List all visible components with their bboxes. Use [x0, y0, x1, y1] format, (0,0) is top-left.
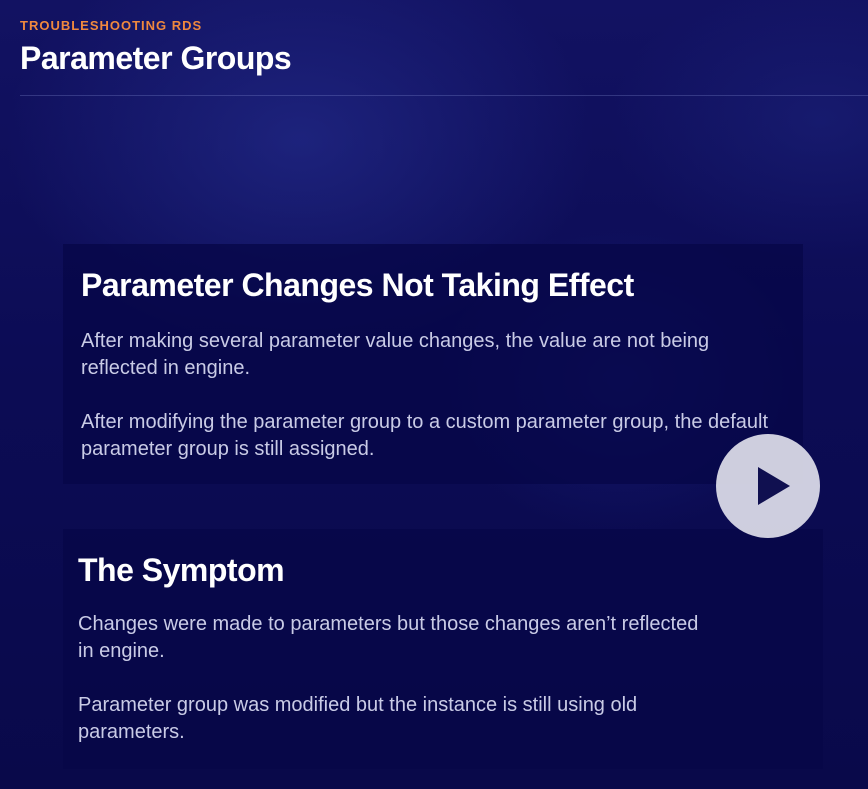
section-eyebrow: TROUBLESHOOTING RDS: [20, 18, 203, 33]
page-title: Parameter Groups: [20, 40, 292, 76]
symptom-card-paragraph: Changes were made to parameters but thos…: [78, 613, 699, 662]
issue-card-title: Parameter Changes Not Taking Effect: [81, 267, 634, 303]
symptom-card-title: The Symptom: [78, 552, 285, 588]
issue-card-paragraph: After making several parameter value cha…: [81, 330, 710, 379]
issue-card: Parameter Changes Not Taking Effect Afte…: [63, 244, 803, 484]
symptom-card: The Symptom Changes were made to paramet…: [63, 529, 823, 769]
play-icon: [758, 467, 790, 505]
symptom-card-paragraph: Parameter group was modified but the ins…: [78, 694, 638, 743]
play-button[interactable]: [716, 434, 820, 538]
issue-card-paragraph: After modifying the parameter group to a…: [81, 411, 769, 460]
slide-header: TROUBLESHOOTING RDS Parameter Groups: [20, 18, 868, 78]
header-divider: [20, 95, 868, 96]
